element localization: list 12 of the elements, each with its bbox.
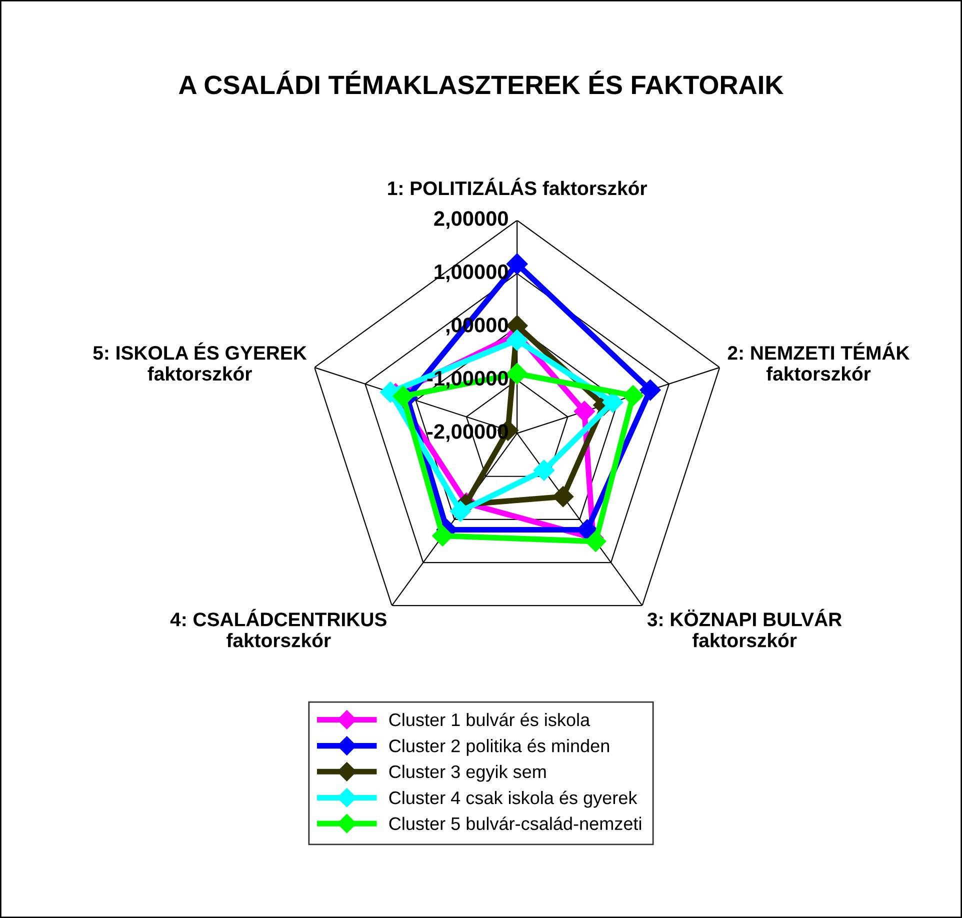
spoke-label: 3: KÖZNAPI BULVÁR faktorszkór bbox=[647, 608, 842, 648]
legend-label: Cluster 4 csak iskola és gyerek bbox=[389, 790, 638, 808]
legend-label: Cluster 2 politika és minden bbox=[389, 738, 609, 756]
legend-label: Cluster 1 bulvár és iskola bbox=[389, 712, 590, 726]
chart-title: A CSALÁDI TÉMAKLASZTEREK ÉS FAKTORAIK bbox=[178, 70, 784, 94]
y-tick-label: 2,00000 bbox=[434, 211, 508, 229]
spoke-label: 1: POLITIZÁLÁS faktorszkór bbox=[388, 178, 647, 196]
spoke-label: 2: NEMZETI TÉMÁK faktorszkór bbox=[728, 342, 910, 381]
spoke-label: 4: CSALÁDCENTRIKUS faktorszkór bbox=[170, 608, 386, 648]
spoke-label: 5: ISKOLA ÉS GYEREK faktorszkór bbox=[93, 342, 307, 381]
legend-label: Cluster 5 bulvár-család-nemzeti bbox=[389, 816, 642, 830]
legend-label: Cluster 3 egyik sem bbox=[389, 764, 546, 782]
